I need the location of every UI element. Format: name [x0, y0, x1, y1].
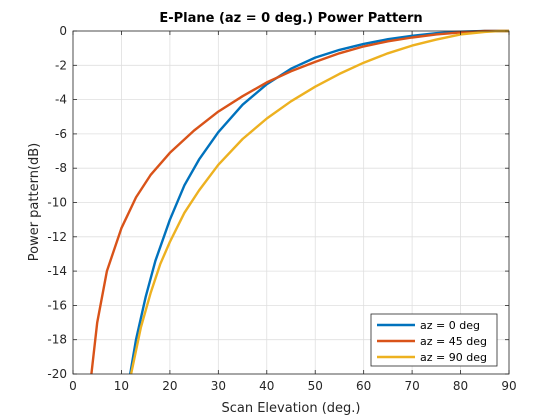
y-tick-label: -6: [55, 127, 67, 141]
y-tick-label: -10: [47, 196, 67, 210]
series-line-3: [129, 29, 509, 375]
ticks: [72, 30, 510, 375]
legend-label-3: az = 90 deg: [420, 351, 487, 364]
x-tick-label: 50: [308, 379, 323, 393]
x-tick-label: 30: [211, 379, 226, 393]
y-tick-label: -8: [55, 161, 67, 175]
x-tick-label: 70: [404, 379, 419, 393]
x-tick-label: 20: [162, 379, 177, 393]
x-tick-label: 10: [114, 379, 129, 393]
y-tick-label: -14: [47, 264, 67, 278]
series-layer: [90, 29, 509, 375]
chart-title: E-Plane (az = 0 deg.) Power Pattern: [159, 11, 422, 26]
x-tick-label: 80: [453, 379, 468, 393]
y-tick-label: -4: [55, 93, 67, 107]
y-tick-label: -2: [55, 58, 67, 72]
y-tick-label: -12: [47, 230, 67, 244]
y-axis-label: Power pattern(dB): [27, 143, 42, 262]
legend-label-1: az = 0 deg: [420, 319, 480, 332]
y-tick-label: -18: [47, 333, 67, 347]
x-axis-label: Scan Elevation (deg.): [221, 401, 360, 416]
x-tick-label: 0: [69, 379, 77, 393]
legend: az = 0 deg az = 45 deg az = 90 deg: [370, 313, 498, 367]
x-tick-label: 90: [501, 379, 516, 393]
tick-labels: 0 10 20 30 40 50 60 70 80 90 0 -2 -4 -6 -8 -10 -12 -14 -16…: [47, 24, 516, 393]
series-line-2: [90, 29, 509, 375]
y-tick-label: -16: [47, 298, 67, 312]
y-tick-label: -20: [47, 367, 67, 381]
y-tick-label: 0: [59, 24, 67, 38]
legend-label-2: az = 45 deg: [420, 335, 487, 348]
x-tick-label: 60: [356, 379, 371, 393]
x-tick-label: 40: [259, 379, 274, 393]
